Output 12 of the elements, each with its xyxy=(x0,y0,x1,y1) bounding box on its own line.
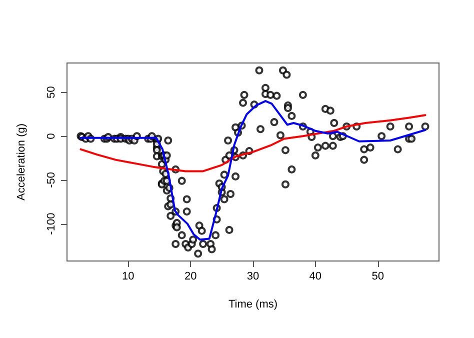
x-tick-label: 50 xyxy=(372,270,384,282)
y-axis-title: Acceleration (g) xyxy=(16,123,28,201)
y-tick-label: -100 xyxy=(46,212,58,235)
x-tick-label: 40 xyxy=(309,270,322,282)
x-tick-label: 30 xyxy=(246,270,260,282)
x-tick-label: 10 xyxy=(122,270,134,282)
y-tick-label: 50 xyxy=(46,86,58,98)
line-series xyxy=(80,114,426,172)
y-tick-label: 0 xyxy=(46,133,58,140)
y-tick-label: -50 xyxy=(46,172,58,188)
x-tick-label: 20 xyxy=(184,270,197,282)
x-axis-title: Time (ms) xyxy=(228,298,278,310)
